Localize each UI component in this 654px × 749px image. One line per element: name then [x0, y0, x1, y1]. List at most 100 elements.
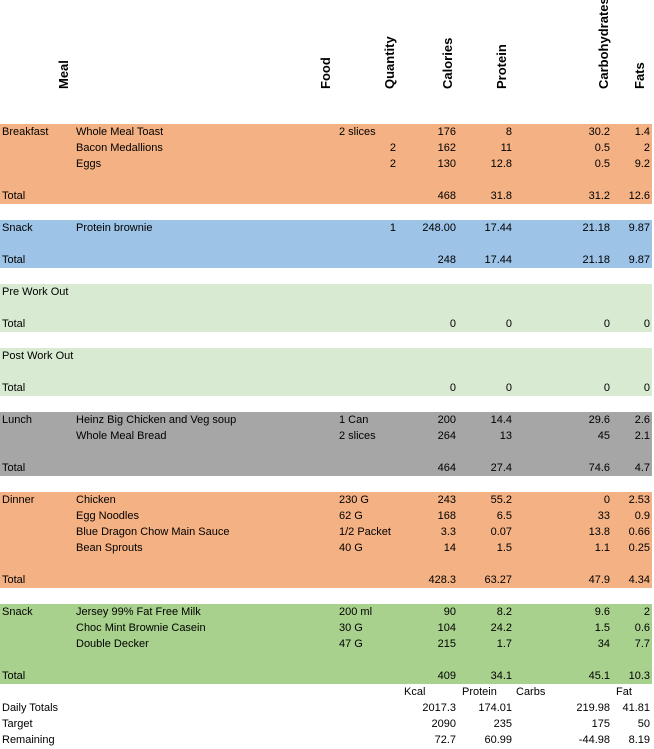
cell-unit: 2 slices [339, 430, 376, 442]
cell-pro: 8.2 [496, 606, 512, 618]
total-fat: 4.7 [634, 462, 650, 474]
cell-meal: Snack [2, 222, 33, 234]
summary-cal: 2090 [431, 718, 456, 730]
cell-food: Choc Mint Brownie Casein [76, 622, 206, 634]
cell-carb: 34 [597, 638, 610, 650]
total-pro: 0 [505, 318, 512, 330]
cell-food: Whole Meal Toast [76, 126, 164, 138]
summary-row: Remaining 72.7 60.99 -44.98 8.19 [0, 732, 652, 748]
total-label: Total [2, 574, 26, 586]
section-band [0, 604, 652, 684]
total-row: Total 468 31.8 31.2 12.6 [0, 188, 652, 204]
summary-label: Target [2, 718, 33, 730]
cell-food: Jersey 99% Fat Free Milk [76, 606, 201, 618]
cell-carb: 30.2 [588, 126, 610, 138]
cell-pro: 12.8 [490, 158, 512, 170]
cell-fat: 0.25 [628, 542, 650, 554]
total-pro: 17.44 [484, 254, 512, 266]
table-row: Blue Dragon Chow Main Sauce 1/2 Packet 3.3… [0, 524, 652, 540]
cell-pro: 17.44 [484, 222, 512, 234]
table-row: Egg Noodles 62 G 168 6.5 33 0.9 [0, 508, 652, 524]
cell-food: Blue Dragon Chow Main Sauce [76, 526, 230, 538]
cell-carb: 13.8 [588, 526, 610, 538]
cell-meal: Pre Work Out [2, 286, 69, 298]
total-cal: 468 [437, 190, 456, 202]
cell-food: Protein brownie [76, 222, 153, 234]
header-fats: Fats [632, 62, 647, 89]
cell-food: Egg Noodles [76, 510, 139, 522]
total-cal: 248 [437, 254, 456, 266]
summary-cal: 2017.3 [422, 702, 456, 714]
cell-unit: 1 Can [339, 414, 369, 426]
cell-food: Bacon Medallions [76, 142, 163, 154]
total-carb: 21.18 [582, 254, 610, 266]
column-headers: Meal Food Quantity Calories Protein Carb… [0, 0, 654, 116]
cell-cal: 130 [437, 158, 456, 170]
total-fat: 9.87 [628, 254, 650, 266]
table-row: Lunch Heinz Big Chicken and Veg soup 1 Can… [0, 412, 652, 428]
cell-fat: 9.2 [634, 158, 650, 170]
cell-cal: 248.00 [422, 222, 456, 234]
cell-meal: Breakfast [2, 126, 49, 138]
cell-unit: 200 ml [339, 606, 373, 618]
cell-unit: 1/2 Packet [339, 526, 391, 538]
table-row: Dinner Chicken 230 G 243 55.2 0 2.53 [0, 492, 652, 508]
summary-fat: 8.19 [628, 734, 650, 746]
summary-carbs-label: Carbs [516, 686, 546, 698]
cell-fat: 0.6 [634, 622, 650, 634]
total-carb: 45.1 [588, 670, 610, 682]
cell-cal: 90 [443, 606, 456, 618]
total-label: Total [2, 318, 26, 330]
summary-pro: 235 [493, 718, 512, 730]
cell-pro: 6.5 [496, 510, 512, 522]
cell-fat: 1.4 [634, 126, 650, 138]
cell-cal: 104 [437, 622, 456, 634]
summary-fat-label: Fat [616, 686, 632, 698]
section-band [0, 492, 652, 588]
cell-food: Chicken [76, 494, 116, 506]
total-row: Total 0 0 0 0 [0, 380, 652, 396]
total-cal: 0 [449, 382, 456, 394]
total-carb: 0 [603, 318, 610, 330]
header-meal: Meal [56, 60, 71, 89]
total-pro: 27.4 [490, 462, 512, 474]
cell-fat: 2 [643, 606, 650, 618]
section-band [0, 284, 652, 332]
cell-cal: 168 [437, 510, 456, 522]
total-carb: 31.2 [588, 190, 610, 202]
summary-protein-label: Protein [462, 686, 497, 698]
cell-carb: 0 [603, 494, 610, 506]
total-row: Total 428.3 63.27 47.9 4.34 [0, 572, 652, 588]
summary-fat: 50 [637, 718, 650, 730]
total-row: Total 409 34.1 45.1 10.3 [0, 668, 652, 684]
total-label: Total [2, 462, 26, 474]
header-protein: Protein [494, 44, 509, 89]
cell-cal: 200 [437, 414, 456, 426]
cell-pro: 24.2 [490, 622, 512, 634]
cell-food: Eggs [76, 158, 102, 170]
cell-carb: 29.6 [588, 414, 610, 426]
cell-unit: 30 G [339, 622, 363, 634]
cell-pro: 14.4 [490, 414, 512, 426]
cell-fat: 2.6 [634, 414, 650, 426]
summary-carb: 219.98 [576, 702, 610, 714]
cell-unit: 62 G [339, 510, 363, 522]
cell-fat: 7.7 [634, 638, 650, 650]
summary-kcal-label: Kcal [404, 686, 426, 698]
cell-pro: 1.5 [496, 542, 512, 554]
cell-fat: 2.1 [634, 430, 650, 442]
table-row: Post Work Out [0, 348, 652, 364]
cell-qty: 2 [389, 158, 396, 170]
cell-carb: 9.6 [594, 606, 610, 618]
cell-meal: Lunch [2, 414, 32, 426]
summary-cal: 72.7 [434, 734, 456, 746]
cell-carb: 0.5 [594, 158, 610, 170]
total-label: Total [2, 670, 26, 682]
cell-qty: 2 [389, 142, 396, 154]
total-pro: 63.27 [484, 574, 512, 586]
total-cal: 428.3 [428, 574, 456, 586]
table-row: Breakfast Whole Meal Toast 2 slices 176 8 30.… [0, 124, 652, 140]
header-carbohydrates: Carbohydrates [596, 0, 611, 89]
table-row: Pre Work Out [0, 284, 652, 300]
cell-food: Whole Meal Bread [76, 430, 167, 442]
